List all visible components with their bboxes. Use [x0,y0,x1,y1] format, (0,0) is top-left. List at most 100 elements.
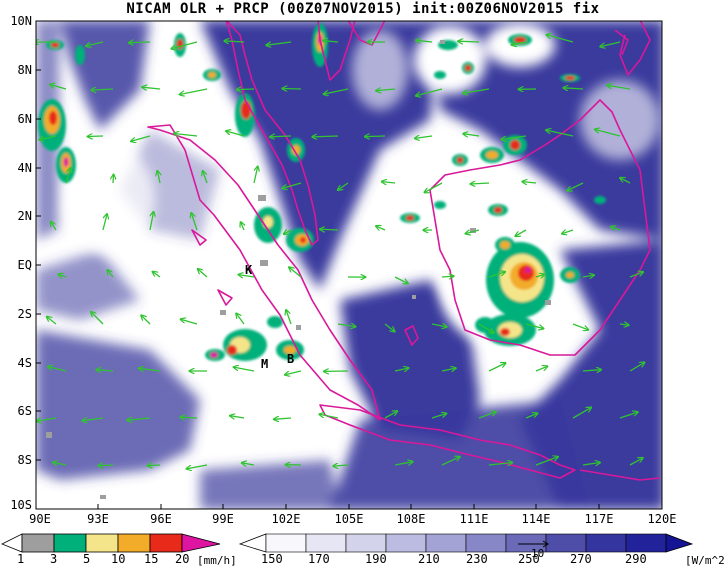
small-island-1 [191,229,207,246]
wind-vector-arrow [180,88,208,95]
ylab-4n: 4N [17,161,32,175]
olr-colorbar [238,533,694,553]
wind-vector-arrow [478,323,494,333]
wind-vector-arrow [153,272,161,278]
wind-vector-arrow [198,269,208,278]
wind-vector-arrow [416,40,433,42]
wind-vector-arrow [53,462,67,465]
wind-vector-arrow [595,129,621,137]
wind-vector-arrow [149,212,154,231]
wind-vector-arrow [98,465,114,466]
bangka [404,325,419,346]
wind-vector-arrow [127,418,151,420]
wind-vector-arrow [337,324,356,327]
olr-label-210: 210 [418,552,440,566]
precip-colorbar [1,533,221,553]
wind-vector-arrow [394,462,413,466]
wind-vector-arrow [431,414,446,419]
wind-vector-arrow [562,230,574,234]
wind-vector-arrow [107,270,114,278]
wind-vector-arrow [48,367,67,372]
station-k: K [245,263,253,277]
wind-vector-arrow [234,367,255,372]
wind-vector-arrow [425,182,443,192]
wind-vector-arrow [535,366,547,372]
wind-vector-arrow [86,41,104,46]
wind-vector-arrow [131,135,151,141]
wind-vector-arrow [180,417,198,418]
wind-vector-arrow [324,88,349,94]
olr-over-arrow [665,533,694,553]
ylab-4s: 4S [17,356,32,370]
java-coast [319,404,576,479]
wind-vector-arrow [563,88,584,89]
precip-over-arrow [181,533,221,553]
ylab-8s: 8S [17,453,32,467]
olr-unit: [W/m^2] [685,554,726,567]
wind-vector-arrow [230,416,245,418]
wind-vector-arrow [289,267,302,278]
station-b: B [287,352,295,366]
wind-vector-arrow [320,414,339,419]
wind-vector-arrow [546,130,574,137]
wind-vector-arrow [282,89,302,90]
indochina-coast [347,21,386,46]
thailand-gulf [317,21,356,81]
wind-vector-arrow [286,310,292,325]
olr-label-290: 290 [625,552,647,566]
wind-vector-arrow [320,229,339,230]
wind-vector-arrow [333,465,349,466]
xlab-96e: 96E [150,512,172,526]
wind-vector-arrow [282,182,302,188]
precip-label-1: 1 [17,552,25,566]
wind-vector-arrow [525,323,543,329]
wind-vector-arrow [535,457,558,466]
wind-vector-arrow [142,87,161,89]
wind-vector-arrow [226,131,245,137]
wind-vector-arrow [384,323,395,332]
olr-label-230: 230 [466,552,488,566]
wind-vector-arrow [415,136,433,138]
wind-vector-arrow [394,368,409,371]
malay-peninsula [225,21,319,246]
xlab-114e: 114E [521,512,551,526]
wind-vector-arrow [441,457,460,466]
coastlines [147,21,661,481]
wind-vector-arrow [458,41,480,42]
wind-vector-arrow [91,312,104,325]
wind-vector-arrow [88,136,104,137]
olr-label-250: 250 [518,552,540,566]
wind-vector-arrow [274,418,292,419]
wind-vector-arrow [47,317,57,325]
wind-vector-arrow [236,314,245,325]
ylab-10n: 10N [10,14,32,28]
ylab-2s: 2S [17,307,32,321]
wind-vector-arrow [488,463,512,466]
wind-vector-arrow [515,229,527,236]
xlab-108e: 108E [396,512,426,526]
sumatra-coast [147,124,381,421]
wind-vector-arrow [129,42,151,43]
wind-vector-arrow [312,136,339,137]
wind-vector-arrow [478,412,496,419]
precip-unit: [mm/h] [197,554,237,567]
reference-vector-label: 10 [531,547,545,560]
gray-low-precip [46,40,551,499]
wind-vector-arrow [253,167,258,184]
olr-label-270: 270 [570,552,592,566]
station-m: M [261,357,269,371]
wind-vector-arrow [187,464,208,469]
wind-vector-arrow [237,89,255,90]
wind-vector-arrow [535,274,544,277]
wind-vector-arrow [323,41,339,42]
xlab-90e: 90E [29,512,51,526]
wind-vector-arrow [242,463,255,465]
wind-vector-arrow [582,463,600,466]
precip-under-arrow [1,533,23,553]
wind-vector-arrow [488,272,505,278]
wind-vector-arrow [582,275,594,277]
reference-vector-arrow [518,540,549,548]
wind-vector-arrow [471,183,490,184]
wind-vector-arrow [512,42,527,45]
wind-vector-arrow [191,213,198,231]
